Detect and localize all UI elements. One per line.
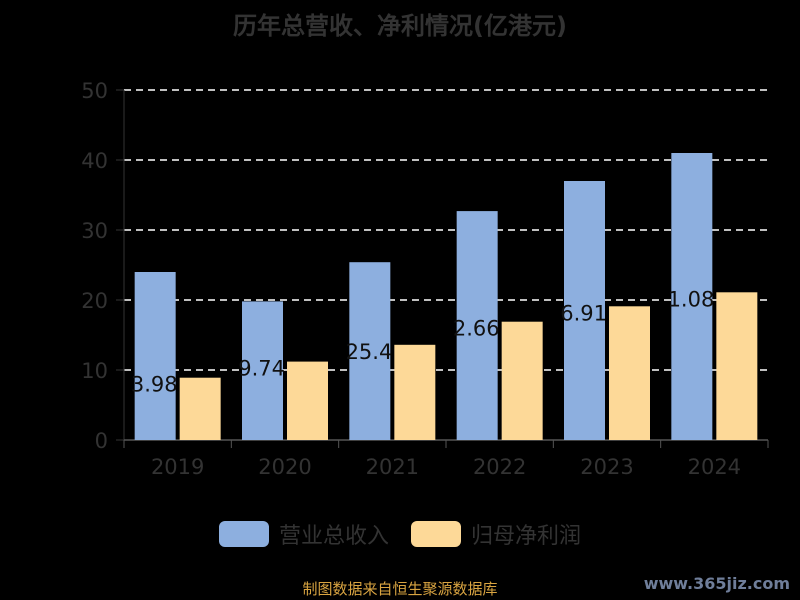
- data-label: 2.66: [453, 317, 500, 341]
- data-label: 9.74: [238, 357, 285, 381]
- y-tick-label: 20: [81, 289, 108, 313]
- watermark: www.365jiz.com: [643, 574, 790, 593]
- legend-item-revenue[interactable]: 营业总收入: [218, 518, 389, 550]
- bar-revenue: [242, 301, 283, 440]
- bar-revenue: [456, 211, 498, 440]
- bar-net-profit: [287, 361, 328, 440]
- y-tick-label: 10: [81, 359, 108, 383]
- x-tick-label: 2021: [366, 455, 419, 479]
- y-tick-label: 30: [81, 219, 108, 243]
- y-tick-label: 50: [81, 79, 108, 103]
- bar-revenue: [671, 153, 713, 440]
- source-note: 制图数据来自恒生聚源数据库: [302, 580, 498, 598]
- data-label: 6.91: [560, 301, 607, 325]
- x-tick-label: 2023: [580, 455, 633, 479]
- legend-item-net-profit[interactable]: 归母净利润: [411, 518, 581, 550]
- bar-revenue: [349, 262, 391, 440]
- legend-label-revenue: 营业总收入: [278, 524, 389, 549]
- legend: 营业总收入 归母净利润: [0, 518, 800, 550]
- legend-swatch-net-profit: [411, 521, 461, 547]
- x-tick-label: 2022: [473, 455, 526, 479]
- bar-net-profit: [394, 344, 436, 440]
- x-tick-label: 2024: [688, 455, 741, 479]
- bar-revenue: [134, 272, 176, 440]
- legend-swatch-revenue: [218, 521, 269, 547]
- legend-label-net-profit: 归母净利润: [471, 524, 582, 549]
- y-tick-label: 0: [95, 429, 108, 453]
- chart-title: 历年总营收、净利情况(亿港元): [233, 12, 567, 40]
- bar-net-profit: [716, 292, 758, 440]
- bar-net-profit: [609, 306, 650, 440]
- data-label: 1.08: [668, 287, 715, 311]
- bar-net-profit: [179, 377, 221, 440]
- x-tick-label: 2019: [151, 455, 204, 479]
- data-label: 3.98: [131, 373, 178, 397]
- x-tick-label: 2020: [258, 455, 311, 479]
- bar-net-profit: [501, 321, 543, 440]
- y-tick-label: 40: [81, 149, 108, 173]
- bar-revenue: [564, 181, 605, 440]
- data-label: 25.4: [346, 340, 393, 364]
